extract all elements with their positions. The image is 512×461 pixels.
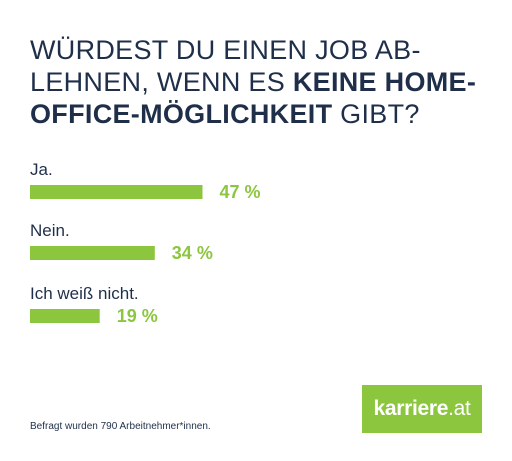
title-bold: KEINE HOME-OFFICE-MÖGLICHKEIT [30, 67, 477, 129]
footnote: Befragt wurden 790 Arbeitnehmer*innen. [30, 421, 211, 432]
value-label: 34 % [172, 243, 213, 263]
value-label: 19 % [117, 306, 158, 326]
bar-chart-row: 19 % [30, 306, 158, 326]
category-label: Ja. [30, 160, 53, 179]
karriere-logo: karriere .at [362, 385, 482, 433]
bar-chart-row: 47 % [30, 182, 261, 202]
logo-name: karriere [373, 397, 449, 420]
value-label: 47 % [220, 182, 261, 202]
title-part2: GIBT? [332, 99, 420, 129]
chart-title: WÜRDEST DU EINEN JOB AB-LEHNEN, WENN ES … [30, 34, 500, 130]
bar [30, 185, 203, 199]
title-part1: WÜRDEST DU EINEN JOB AB-LEHNEN, WENN ES [30, 35, 421, 97]
category-label: Ich weiß nicht. [30, 284, 139, 303]
bar-chart-row: 34 % [30, 243, 213, 263]
logo-tld: .at [448, 397, 471, 420]
bar [30, 246, 155, 260]
category-label: Nein. [30, 221, 70, 240]
bar [30, 309, 100, 323]
